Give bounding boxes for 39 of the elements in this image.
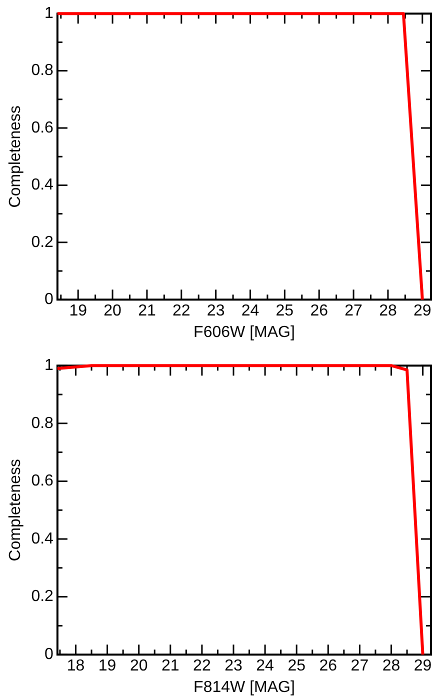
x-tick-label: 20 <box>104 302 122 320</box>
x-tick-label: 22 <box>193 658 211 675</box>
x-tick-label: 24 <box>256 658 274 675</box>
x-axis-title: F814W [MAG] <box>194 678 295 696</box>
x-tick-label: 29 <box>414 658 432 675</box>
x-tick-label: 23 <box>224 658 242 675</box>
x-tick-label: 25 <box>276 302 294 320</box>
y-tick-label: 0 <box>44 291 54 308</box>
y-tick-label: 0.4 <box>31 176 54 194</box>
x-tick-label: 22 <box>172 302 190 320</box>
y-axis-title: Completeness <box>7 458 24 562</box>
x-tick-label: 28 <box>382 658 400 675</box>
y-tick-label: 0.6 <box>31 119 54 136</box>
x-tick-label: 19 <box>69 302 88 320</box>
x-tick-label: 25 <box>288 658 306 675</box>
y-axis-title: Completeness <box>7 105 24 208</box>
y-tick-label: 1 <box>44 5 54 22</box>
x-tick-label: 21 <box>138 302 156 320</box>
y-tick-label: 0.8 <box>31 414 54 432</box>
x-tick-label: 27 <box>350 658 369 675</box>
y-tick-label: 1 <box>44 357 54 374</box>
x-tick-label: 20 <box>130 658 148 675</box>
y-tick-label: 0.2 <box>31 234 54 251</box>
y-tick-label: 0 <box>44 646 54 664</box>
x-tick-label: 28 <box>379 302 397 320</box>
y-tick-label: 0.6 <box>31 472 54 490</box>
x-tick-label: 26 <box>319 658 338 675</box>
y-tick-label: 0.2 <box>31 588 54 606</box>
x-tick-label: 19 <box>98 658 116 675</box>
x-tick-label: 24 <box>241 302 260 320</box>
x-tick-label: 27 <box>344 302 363 320</box>
y-tick-label: 0.4 <box>31 530 54 548</box>
x-tick-label: 23 <box>206 302 225 320</box>
x-tick-label: 18 <box>66 658 85 675</box>
x-tick-label: 26 <box>310 302 328 320</box>
x-tick-label: 21 <box>161 658 180 675</box>
x-axis-title: F606W [MAG] <box>194 324 295 341</box>
y-tick-label: 0.8 <box>31 62 54 80</box>
x-tick-label: 29 <box>413 302 432 320</box>
